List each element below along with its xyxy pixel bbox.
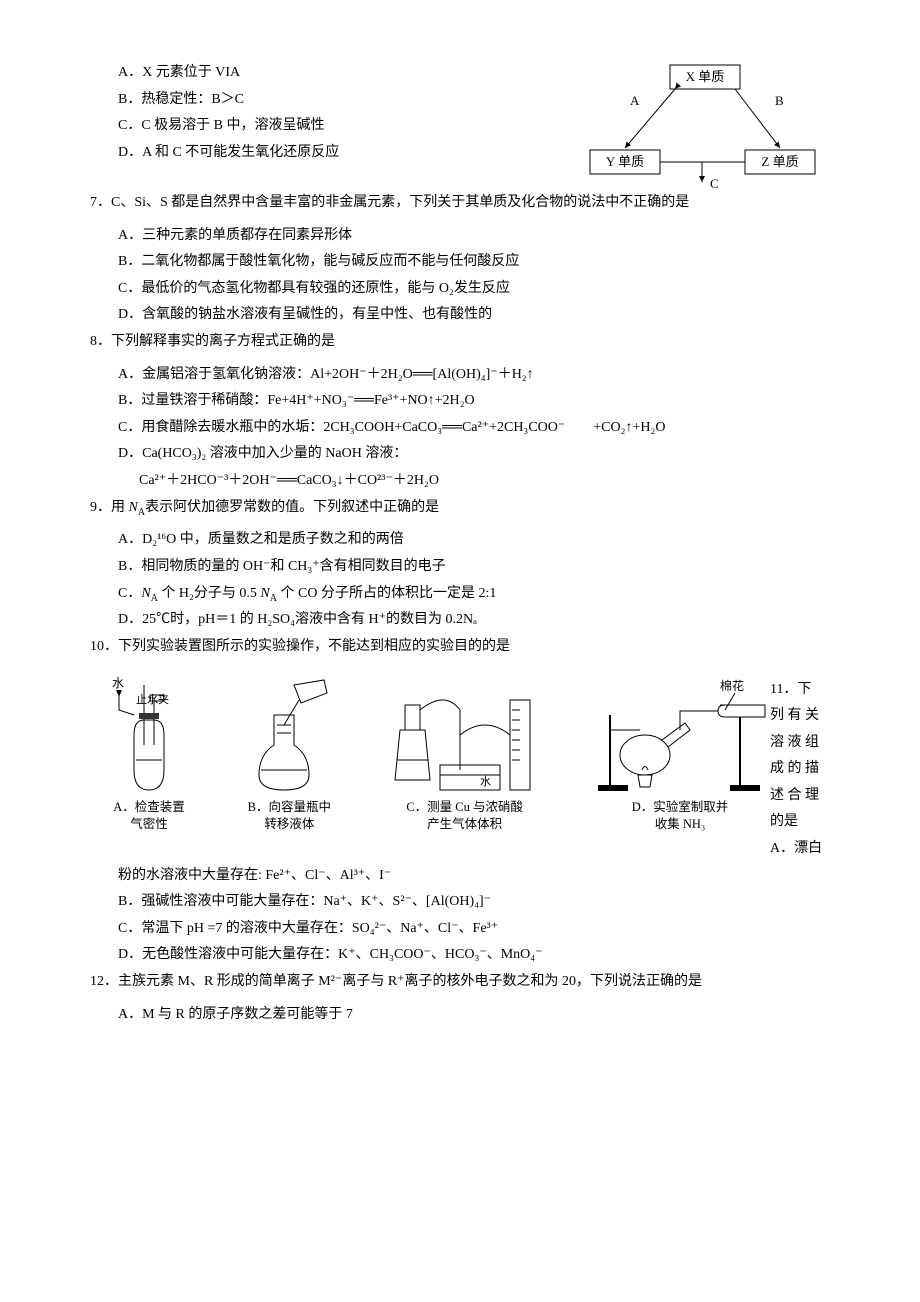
q11-lead-1: 列 有 关 [770,703,830,730]
q10-fig-a: 水 止水夹 A．检查装置气密性 [104,675,194,834]
q12-opt-a: A．M 与 R 的原子序数之差可能等于 7 [90,1002,830,1029]
q7-opt-b: B．二氧化物都属于酸性氧化物，能与碱反应而不能与任何酸反应 [90,249,830,276]
q7-opt-a: A．三种元素的单质都存在同素异形体 [90,223,830,250]
q11-lead-3: 成 的 描 [770,756,830,783]
q11-opt-a-cont: 粉的水溶液中大量存在: Fe²⁺、Cl⁻、Al³⁺、I⁻ [90,863,830,890]
q11-lead-2: 溶 液 组 [770,730,830,757]
q9-stem-post: 表示阿伏加德罗常数的值。下列叙述中正确的是 [145,500,439,515]
q10-q11-row: 水 止水夹 A．检查装置气密性 [90,667,830,863]
q6-opt-d: D．A 和 C 不可能发生氧化还原反应 [90,140,560,167]
q6-right-label: Z 单质 [761,154,798,169]
q9c-a1: A [151,592,158,603]
q9-opt-c: C．NA 个 H₂分子与 0.5 NA 个 CO 分子所占的体积比一定是 2:1 [90,581,830,608]
q8-stem: 8．下列解释事实的离子方程式正确的是 [90,329,830,356]
q11-opt-b: B．强碱性溶液中可能大量存在：Na⁺、K⁺、S²⁻、[Al(OH)₄]⁻ [90,889,830,916]
q10-fig-b: B．向容量瓶中转移液体 [239,675,339,834]
q9-opt-b: B．相同物质的量的 OH⁻和 CH₃⁺含有相同数目的电子 [90,554,830,581]
q11-lead-5: 的是 [770,809,830,836]
q12-stem: 12．主族元素 M、R 形成的简单离子 M²⁻离子与 R⁺离子的核外电子数之和为… [90,969,830,996]
q10-fig-c: 水 C．测量 Cu 与浓硝酸产生气体体积 [385,675,545,834]
q8-opt-c: C．用食醋除去暖水瓶中的水垢：2CH₃COOH+CaCO₃══Ca²⁺+2CH₃… [90,415,830,442]
q9c-na1: N [141,586,150,601]
q11-opt-d: D．无色酸性溶液中可能大量存在：K⁺、CH₃COO⁻、HCO₃⁻、MnO₄⁻ [90,942,830,969]
fig-d-cotton-label: 棉花 [720,678,744,693]
fig-b-cap1: B．向容量瓶中 [248,800,331,814]
fig-a-water-label: 水 [112,676,124,690]
q11-opt-a-pre: A．漂白 [770,836,830,863]
fig-a-cap1: A．检查装置 [113,800,185,814]
fig-c-cap2: 产生气体体积 [427,817,502,831]
q6-opt-c: C．C 极易溶于 B 中，溶液呈碱性 [90,113,560,140]
q10-fig-d: 棉花 [590,675,770,834]
q6-options: A．X 元素位于 VIA B．热稳定性：B＞C C．C 极易溶于 B 中，溶液呈… [90,60,560,166]
q7-stem: 7．C、Si、S 都是自然界中含量丰富的非金属元素，下列关于其单质及化合物的说法… [90,190,830,217]
q8-opt-d2: Ca²⁺＋2HCO⁻³＋2OH⁻══CaCO₃↓＋CO²³⁻＋2H₂O [90,468,830,495]
q11-lead-0: 11．下 [770,677,830,704]
q11-lead-4: 述 合 理 [770,783,830,810]
fig-d-cap2: 收集 NH₃ [655,817,706,831]
q9-opt-d: D．25℃时，pH＝1 的 H₂SO₄溶液中含有 H⁺的数目为 0.2Nₐ [90,607,830,634]
q7-opt-c: C．最低价的气态氢化物都具有较强的还原性，能与 O₂发生反应 [90,276,830,303]
fig-b-cap2: 转移液体 [264,817,314,831]
q9c-a2: A [270,592,277,603]
q10-stem: 10．下列实验装置图所示的实验操作，不能达到相应的实验目的的是 [90,634,830,661]
q11-opt-c: C．常温下 pH =7 的溶液中大量存在：SO₄²⁻、Na⁺、Cl⁻、Fe³⁺ [90,916,830,943]
q9c-pre: C． [118,586,141,601]
q9-stem-pre: 9．用 [90,500,129,515]
q7-opt-d: D．含氧酸的钠盐水溶液有呈碱性的，有呈中性、也有酸性的 [90,302,830,329]
q9-opt-a: A．D₂¹⁶O 中，质量数之和是质子数之和的两倍 [90,527,830,554]
q9c-mid: 个 H₂分子与 0.5 [158,586,261,601]
fig-c-water-label: 水 [480,775,491,788]
fig-a-cap2: 气密性 [130,817,168,831]
q8-opt-a: A．金属铝溶于氢氧化钠溶液：Al+2OH⁻＋2H₂O══[Al(OH)₄]⁻＋H… [90,362,830,389]
q6-block: A．X 元素位于 VIA B．热稳定性：B＞C C．C 极易溶于 B 中，溶液呈… [90,60,830,190]
q11-lead: 11．下 列 有 关 溶 液 组 成 的 描 述 合 理 的是 A．漂白 [770,667,830,863]
q9c-post: 个 CO 分子所占的体积比一定是 2:1 [277,586,496,601]
q6-label-c: C [710,176,719,190]
q9-na: N [129,500,138,515]
q8-opt-d1: D．Ca(HCO₃)₂ 溶液中加入少量的 NaOH 溶液： [90,441,830,468]
q6-opt-a: A．X 元素位于 VIA [90,60,560,87]
q6-left-label: Y 单质 [606,154,644,169]
q10-figures: 水 止水夹 A．检查装置气密性 [90,675,770,834]
q9c-na2: N [260,586,269,601]
q9-stem: 9．用 NA表示阿伏加德罗常数的值。下列叙述中正确的是 [90,495,830,522]
q6-label-a: A [630,93,640,108]
q6-diagram: X 单质 Y 单质 Z 单质 A B C [570,60,830,190]
fig-c-cap1: C．测量 Cu 与浓硝酸 [406,800,523,814]
q9-a: A [138,506,145,517]
q6-top-label: X 单质 [686,69,725,84]
q8-opt-b: B．过量铁溶于稀硝酸：Fe+4H⁺+NO₃⁻══Fe³⁺+NO↑+2H₂O [90,388,830,415]
q6-label-b: B [775,93,784,108]
fig-d-cap1: D．实验室制取并 [632,800,729,814]
q6-opt-b: B．热稳定性：B＞C [90,87,560,114]
